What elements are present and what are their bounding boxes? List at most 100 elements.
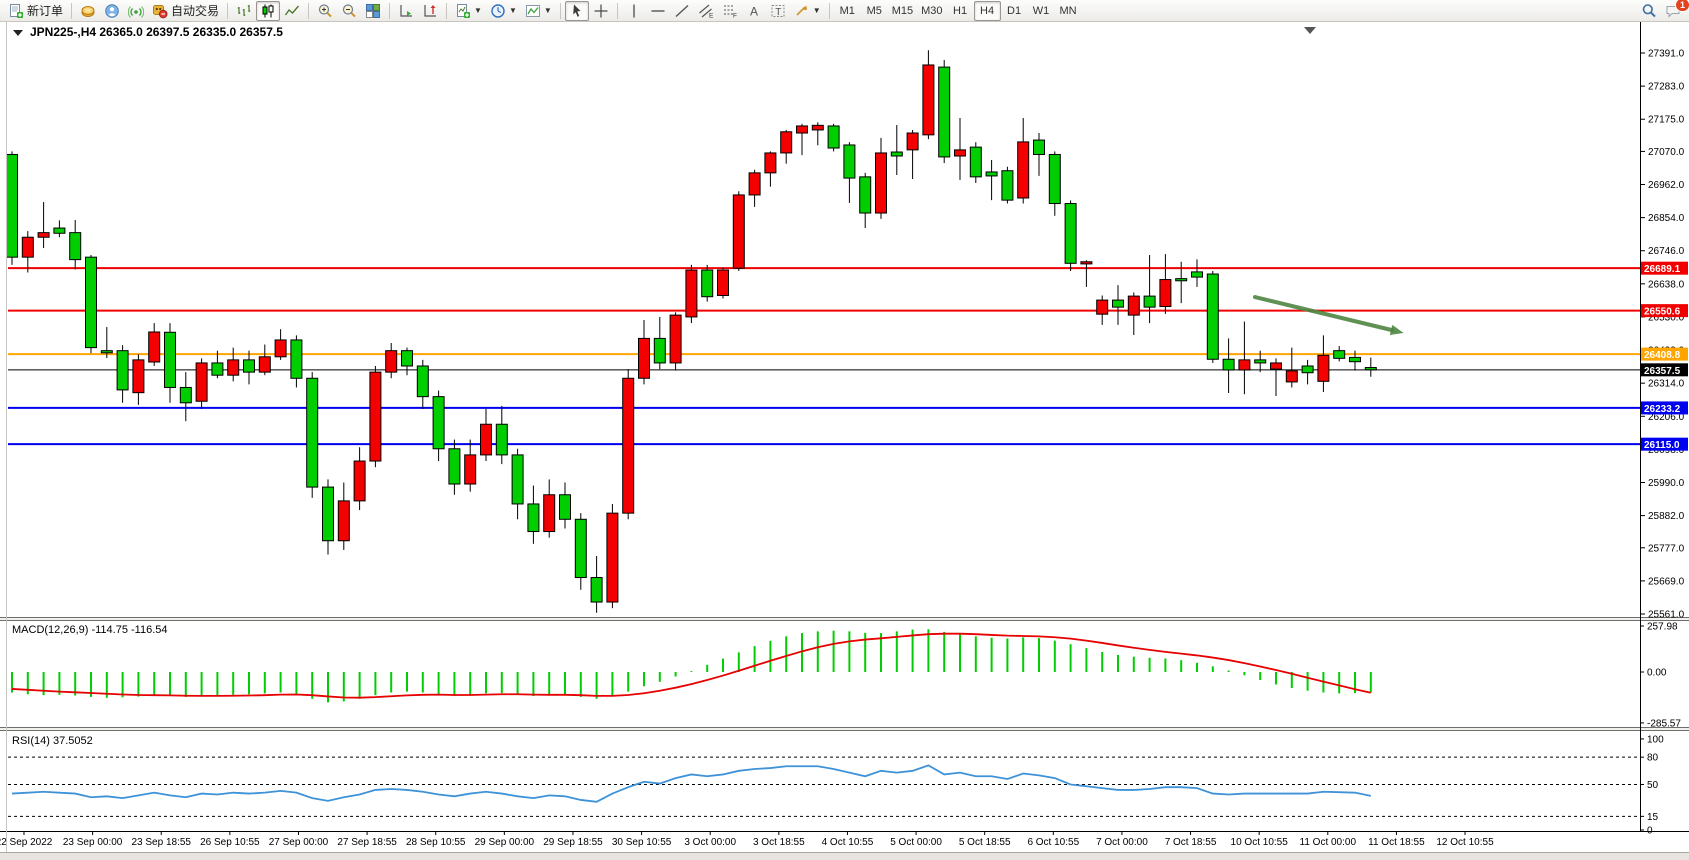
vertical-line-tool-button[interactable] — [622, 1, 646, 21]
timeframe-label: MN — [1059, 4, 1077, 17]
time-tick-label: 3 Oct 00:00 — [684, 837, 736, 848]
tile-windows-button[interactable] — [361, 1, 385, 21]
community-button[interactable] — [100, 1, 124, 21]
timeframe-m15-button[interactable]: M15 — [888, 1, 917, 21]
dropdown-caret: ▼ — [508, 5, 517, 15]
bar-chart-icon — [237, 4, 251, 16]
toolbar-separator — [389, 2, 391, 19]
new-order-button[interactable]: 新订单 — [4, 1, 67, 21]
zoom-out-icon — [342, 3, 356, 17]
indicators-button[interactable]: ▼ — [521, 1, 556, 21]
price-tick-label: 26206.0 — [1648, 412, 1685, 423]
rsi-axis-label: 50 — [1647, 780, 1659, 791]
crosshair-tool-button[interactable] — [589, 1, 613, 21]
signals-icon — [128, 5, 145, 18]
candle-body — [748, 172, 761, 196]
arrow-shaft — [1253, 295, 1394, 333]
candle-body — [85, 256, 97, 349]
candle-body — [938, 66, 951, 158]
candle-body — [227, 359, 240, 376]
timeframe-mn-button[interactable]: MN — [1055, 1, 1082, 21]
toolbar-separator — [308, 2, 310, 19]
bar-chart-mode-button[interactable] — [232, 1, 256, 21]
vertical-line-icon — [633, 4, 635, 17]
trendline-tool-button[interactable] — [670, 1, 694, 21]
timeframe-label: M1 — [839, 4, 855, 17]
arrows-shapes-icon — [796, 5, 807, 16]
time-tick-label: 30 Sep 10:55 — [612, 837, 672, 848]
zoom-out-button[interactable] — [337, 1, 361, 21]
cursor-tool-button[interactable] — [564, 0, 589, 21]
arrows-tool-button[interactable]: ▼ — [790, 1, 825, 21]
candle-body — [1001, 170, 1014, 201]
candle-body — [306, 377, 319, 488]
candle-body — [1270, 362, 1282, 370]
timeframe-m1-button[interactable]: M1 — [834, 1, 861, 21]
time-tick-label: 12 Oct 10:55 — [1436, 837, 1494, 848]
candle-body — [827, 125, 840, 149]
trendline-icon — [675, 4, 689, 17]
symbol-dropdown-icon — [13, 30, 23, 36]
rsi-axis-label: 100 — [1647, 734, 1664, 745]
periods-button[interactable]: ▼ — [486, 1, 521, 21]
time-tick-label: 29 Sep 18:55 — [543, 837, 603, 848]
rsi-axis-label: 0 — [1647, 826, 1653, 837]
chart-shift-button[interactable] — [418, 1, 442, 21]
fibonacci-tool-button[interactable]: F — [718, 1, 742, 21]
candle-body — [1349, 356, 1361, 363]
price-tick-label: 26314.0 — [1648, 379, 1685, 390]
text-tool-button[interactable]: A — [742, 1, 766, 21]
timeframe-m5-button[interactable]: M5 — [861, 1, 888, 21]
line-chart-mode-button[interactable] — [280, 1, 304, 21]
macd-axis-label: 0.00 — [1647, 668, 1667, 679]
candle-body — [448, 448, 461, 485]
time-tick-label: 23 Sep 18:55 — [131, 837, 191, 848]
candle-body — [1048, 153, 1061, 205]
timeframe-w1-button[interactable]: W1 — [1028, 1, 1055, 21]
candle-body — [985, 171, 998, 177]
timeframe-h1-button[interactable]: H1 — [947, 1, 974, 21]
new-chart-button[interactable]: ▼ — [451, 1, 486, 21]
rsi-axis-label: 80 — [1647, 753, 1659, 764]
time-tick-label: 11 Oct 00:00 — [1300, 837, 1357, 848]
candle-body — [211, 362, 224, 376]
channel-tool-button[interactable]: E — [694, 1, 718, 21]
candle-body — [1127, 295, 1140, 316]
candle-body — [385, 350, 398, 373]
new-chart-icon — [457, 3, 471, 18]
time-tick-label: 28 Sep 10:55 — [406, 837, 466, 848]
timeframe-d1-button[interactable]: D1 — [1001, 1, 1028, 21]
macd-axis-label: -285.57 — [1647, 718, 1681, 729]
chart-canvas[interactable]: JPN225-,H4 26365.0 26397.5 26335.0 26357… — [0, 22, 1689, 860]
time-tick-label: 6 Oct 10:55 — [1027, 837, 1079, 848]
zoom-in-button[interactable] — [313, 1, 337, 21]
price-tick-label: 27070.0 — [1648, 147, 1685, 158]
auto-scroll-button[interactable] — [394, 1, 418, 21]
deposit-button[interactable] — [76, 1, 100, 21]
text-icon: A — [750, 4, 758, 18]
horizontal-line-tool-button[interactable] — [646, 1, 670, 21]
timeframe-label: M30 — [921, 4, 943, 17]
candle-body — [69, 232, 82, 261]
price-tick-label: 27391.0 — [1648, 49, 1685, 60]
candlestick-mode-button[interactable] — [256, 0, 281, 21]
text-label-tool-button[interactable]: T — [766, 1, 790, 21]
candle-body — [669, 314, 682, 364]
autotrading-button[interactable]: 自动交易 — [148, 1, 223, 21]
level-price-label-box — [1641, 401, 1688, 415]
candle-body — [495, 423, 508, 456]
signals-button[interactable] — [124, 1, 148, 21]
notifications-button[interactable]: 1 — [1661, 0, 1689, 21]
candle-body — [337, 500, 350, 542]
time-tick-label: 4 Oct 10:55 — [822, 837, 874, 848]
timeframe-h4-button[interactable]: H4 — [973, 0, 1001, 21]
candle-body — [1175, 278, 1188, 282]
search-button[interactable] — [1637, 1, 1661, 21]
timeframe-m30-button[interactable]: M30 — [917, 1, 946, 21]
candle-body — [1143, 295, 1156, 308]
candle-body — [1191, 271, 1203, 278]
chart-window: JPN225-,H4 26365.0 26397.5 26335.0 26357… — [0, 22, 1689, 860]
timeframe-label: D1 — [1007, 4, 1022, 17]
arrow-head — [1389, 324, 1404, 335]
candle-body — [322, 486, 334, 542]
